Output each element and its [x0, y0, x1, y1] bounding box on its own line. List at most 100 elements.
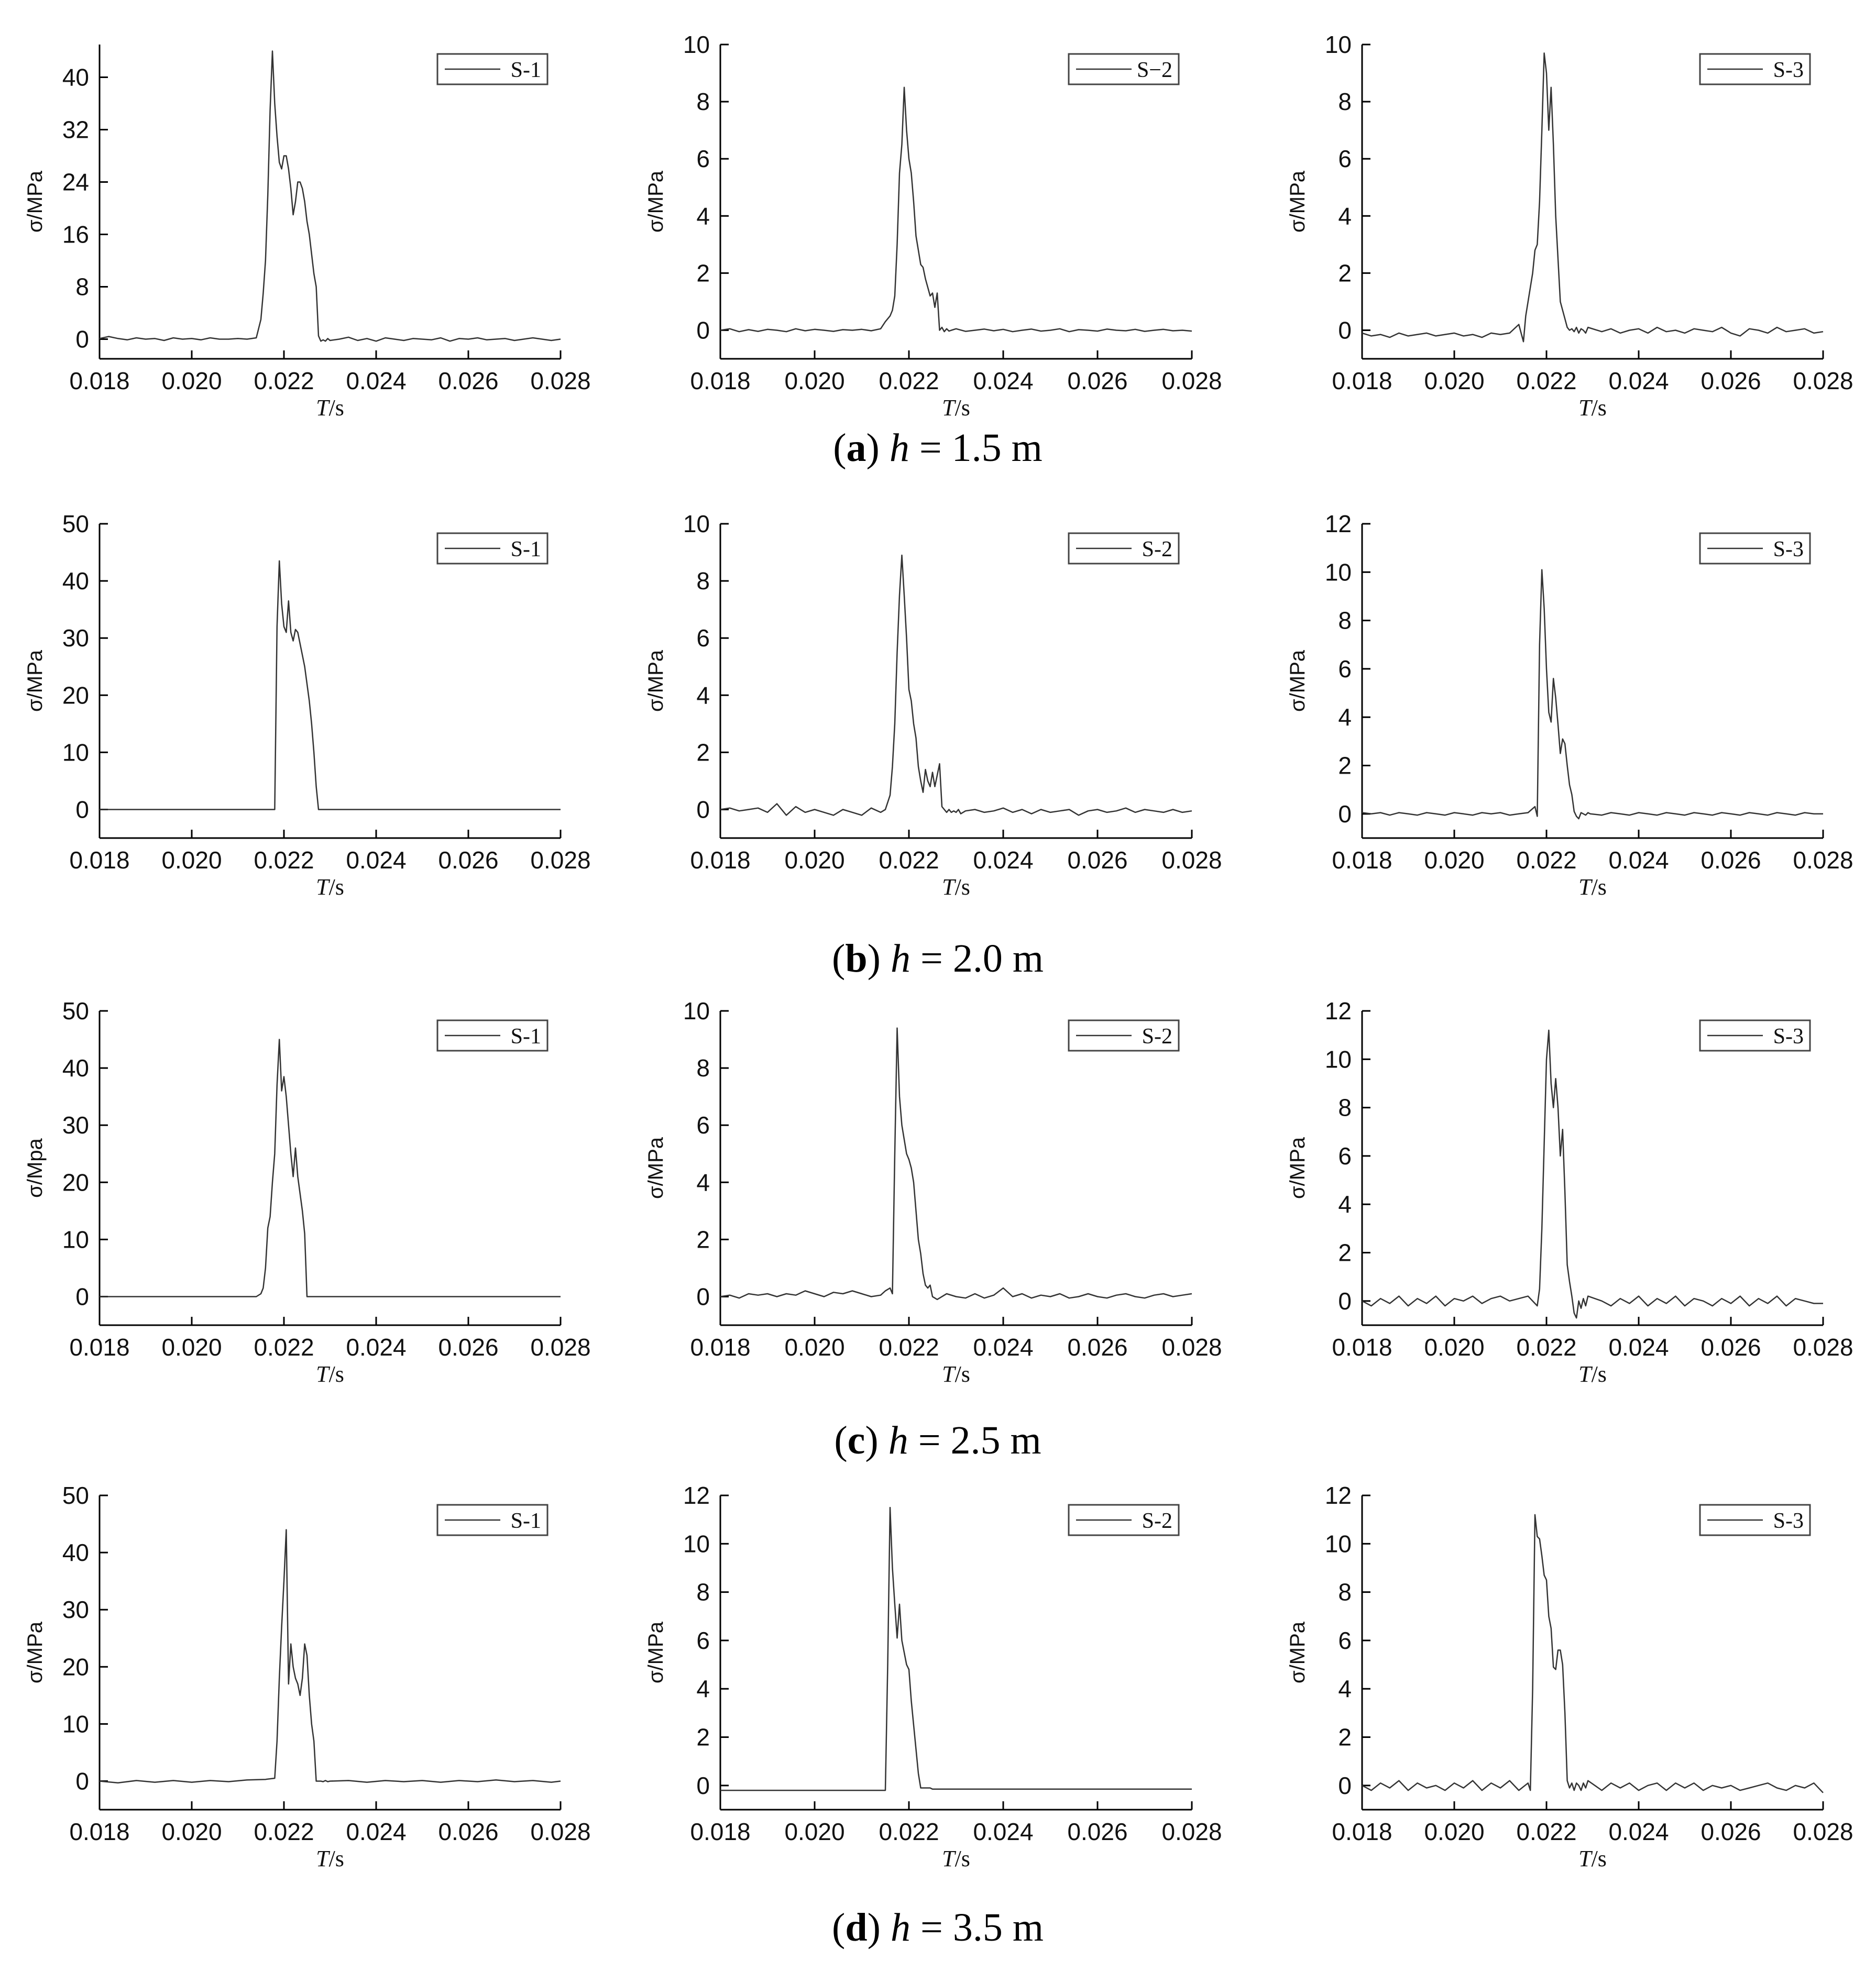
x-axis-label: T/s: [942, 1846, 970, 1871]
y-tick-label: 40: [62, 1539, 89, 1566]
series-line: [1362, 1029, 1823, 1319]
x-tick-label: 0.026: [438, 1818, 498, 1845]
y-tick-label: 4: [1338, 202, 1352, 229]
y-tick-label: 24: [62, 169, 89, 196]
x-axis-label-var: T: [1578, 395, 1593, 421]
series-line: [1362, 1514, 1824, 1793]
y-axis-label: σ/MPa: [1286, 170, 1309, 233]
subplot-1: 0.018 0.020 0.022 0.024 0.026 0.028 0 8 16 24 32 40…: [24, 45, 591, 421]
caption-value: = 2.5 m: [908, 1418, 1041, 1462]
y-tick-label: 50: [62, 510, 89, 537]
x-axis-label: T/s: [1578, 874, 1607, 900]
legend: S-3: [1699, 532, 1811, 565]
x-tick-label: 0.028: [1161, 367, 1222, 394]
row-caption: (a) h = 1.5 m: [833, 426, 1043, 470]
x-tick-label: 0.024: [973, 367, 1033, 394]
row-caption: (b) h = 2.0 m: [832, 937, 1044, 981]
y-tick-label: 4: [1338, 703, 1352, 731]
caption-paren: (: [832, 937, 845, 981]
y-tick-label: 40: [62, 1054, 89, 1082]
caption-value: = 2.0 m: [910, 937, 1044, 981]
y-tick-label: 6: [1338, 145, 1352, 172]
x-axis-label-unit: /s: [1592, 1361, 1607, 1387]
x-tick-label: 0.026: [1701, 846, 1761, 874]
y-tick-label: 12: [1325, 997, 1352, 1025]
y-axis-label: σ/MPa: [24, 170, 47, 233]
x-axis-label: T/s: [942, 874, 970, 900]
y-tick-label: 40: [62, 64, 89, 91]
x-tick-label: 0.022: [1516, 846, 1576, 874]
x-tick-label: 0.024: [973, 1334, 1033, 1361]
y-axis-label: σ/MPa: [644, 1621, 667, 1683]
x-axis-label: T/s: [942, 1361, 970, 1387]
x-tick-label: 0.020: [1424, 1334, 1484, 1361]
y-tick-label: 8: [1338, 1579, 1352, 1606]
y-tick-label: 0: [696, 1772, 710, 1799]
x-tick-label: 0.018: [69, 1818, 129, 1845]
x-axis-label-var: T: [1578, 1846, 1593, 1871]
x-tick-label: 0.026: [1067, 1334, 1127, 1361]
x-tick-label: 0.022: [1516, 367, 1576, 394]
y-tick-label: 4: [696, 681, 710, 709]
y-tick-label: 6: [696, 1111, 710, 1139]
y-axis-label: σ/MPa: [644, 649, 667, 712]
x-axis-label-var: T: [942, 874, 957, 900]
subplot-9: 0.018 0.020 0.022 0.024 0.026 0.028 0 2 4 6 8 10 12 T…: [1286, 997, 1853, 1387]
y-tick-label: 10: [1325, 558, 1352, 586]
series-line: [720, 554, 1192, 816]
x-tick-label: 0.018: [69, 1334, 129, 1361]
y-tick-label: 10: [683, 31, 710, 58]
caption-letter: c: [848, 1418, 865, 1462]
x-axis-label-var: T: [316, 1361, 331, 1387]
y-axis-label: σ/MPa: [1286, 1137, 1309, 1199]
subplot-2: 0.018 0.020 0.022 0.024 0.026 0.028 0 2 4 6 8 10 T/s…: [644, 31, 1222, 421]
x-tick-label: 0.020: [1424, 1818, 1484, 1845]
y-tick-label: 12: [1325, 510, 1352, 537]
y-tick-label: 6: [1338, 1627, 1352, 1654]
y-tick-label: 12: [683, 1482, 710, 1509]
y-tick-label: 0: [75, 1283, 89, 1310]
x-axis-label: T/s: [316, 1846, 344, 1871]
y-tick-label: 8: [696, 1579, 710, 1606]
x-tick-label: 0.022: [1516, 1334, 1576, 1361]
y-tick-label: 8: [696, 1054, 710, 1082]
y-tick-label: 0: [75, 796, 89, 823]
y-tick-label: 4: [1338, 1675, 1352, 1702]
series-line: [1362, 569, 1823, 820]
y-tick-label: 2: [1338, 1724, 1352, 1751]
caption-paren: ): [866, 426, 890, 470]
caption-paren: (: [834, 1418, 847, 1462]
y-tick-label: 6: [696, 1627, 710, 1654]
x-tick-label: 0.020: [784, 1818, 844, 1845]
y-tick-label: 0: [696, 1283, 710, 1310]
x-axis-label-unit: /s: [329, 1361, 344, 1387]
legend: S-2: [1068, 1504, 1180, 1536]
legend: S-1: [436, 1019, 548, 1052]
x-tick-label: 0.024: [973, 846, 1033, 874]
x-tick-label: 0.028: [1793, 1334, 1853, 1361]
x-tick-label: 0.020: [161, 1334, 222, 1361]
legend-label: S−2: [1137, 58, 1172, 82]
y-axis-label: σ/MPa: [24, 649, 47, 712]
legend: S-2: [1068, 532, 1180, 565]
caption-var: h: [891, 1906, 910, 1950]
caption-value: = 1.5 m: [909, 426, 1043, 470]
x-axis-label-var: T: [942, 1846, 957, 1871]
x-tick-label: 0.018: [1332, 1334, 1392, 1361]
x-tick-label: 0.022: [879, 846, 939, 874]
x-tick-label: 0.026: [1701, 367, 1761, 394]
y-axis-label: σ/MPa: [644, 170, 667, 233]
x-tick-label: 0.024: [1608, 846, 1669, 874]
x-tick-label: 0.026: [1067, 1818, 1127, 1845]
x-tick-label: 0.026: [438, 367, 498, 394]
y-tick-label: 30: [62, 1596, 89, 1623]
y-tick-label: 50: [62, 1482, 89, 1509]
y-tick-label: 0: [1338, 1287, 1352, 1315]
y-tick-label: 2: [696, 259, 710, 287]
y-tick-label: 6: [1338, 655, 1352, 682]
legend-label: S-2: [1142, 537, 1172, 561]
x-axis-label-unit: /s: [955, 874, 970, 900]
series-line: [1362, 52, 1824, 343]
x-axis-label: T/s: [1578, 1361, 1607, 1387]
